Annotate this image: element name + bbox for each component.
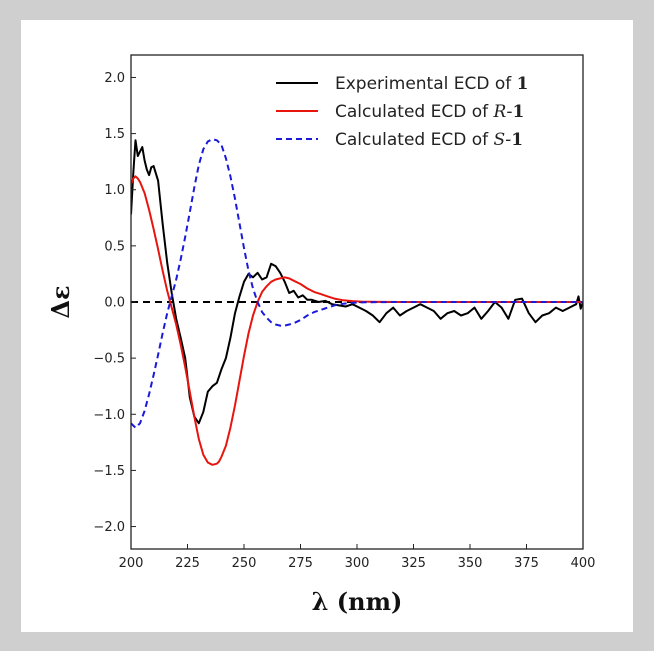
series-line-3 (131, 138, 583, 429)
y-tick-label: 1.0 (104, 183, 125, 198)
y-tick-label: 2.0 (104, 71, 125, 86)
legend-entry-3: Calculated ECD of S-1 (335, 130, 523, 150)
legend-entry-2: Calculated ECD of R-1 (335, 102, 524, 122)
x-tick-label: 350 (458, 556, 483, 571)
x-tick-label: 225 (175, 556, 200, 571)
x-tick-label: 325 (401, 556, 426, 571)
series-layer (131, 138, 583, 466)
y-tick-label: 1.5 (104, 127, 125, 142)
x-tick-label: 250 (232, 556, 257, 571)
legend: Experimental ECD of 1 Calculated ECD of R… (276, 74, 529, 150)
y-tick-label: −0.5 (93, 352, 125, 367)
x-tick-label: 275 (288, 556, 313, 571)
x-axis-ticks: 200 225 250 275 300 325 350 375 400 (119, 544, 596, 571)
series-line-2 (131, 175, 583, 466)
y-tick-label: −1.0 (93, 408, 125, 423)
y-tick-label: 0.0 (104, 296, 125, 311)
y-tick-label: −1.5 (93, 464, 125, 479)
y-axis-title: Δε (46, 285, 75, 318)
x-tick-label: 300 (345, 556, 370, 571)
x-tick-label: 200 (119, 556, 144, 571)
y-tick-label: −2.0 (93, 520, 125, 535)
y-tick-label: 0.5 (104, 239, 125, 254)
x-tick-label: 400 (571, 556, 596, 571)
series-line-1 (131, 139, 583, 425)
y-axis-ticks: −2.0 −1.5 −1.0 −0.5 0.0 0.5 1.0 1.5 2.0 (93, 71, 136, 535)
legend-entry-1: Experimental ECD of 1 (335, 74, 529, 94)
ecd-chart: 200 225 250 275 300 325 350 375 400 −2.0 −1.5 −1.0… (46, 54, 596, 616)
x-tick-label: 375 (514, 556, 539, 571)
x-axis-title: λ (nm) (312, 587, 403, 616)
figure-frame: 200 225 250 275 300 325 350 375 400 −2.0 −1.5 −1.0… (21, 20, 633, 632)
